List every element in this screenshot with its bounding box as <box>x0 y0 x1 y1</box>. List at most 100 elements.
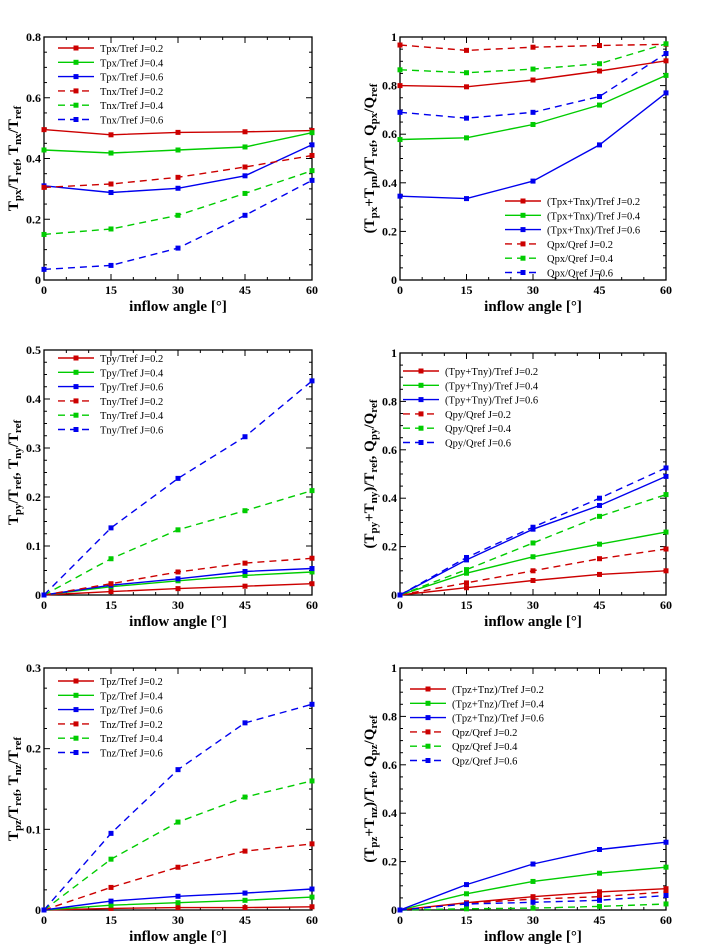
data-point-4 <box>309 152 315 158</box>
y-tick-label: 0.4 <box>382 176 397 190</box>
legend-swatch-marker <box>73 750 79 755</box>
data-point-5 <box>663 492 669 498</box>
data-point-5 <box>41 231 47 237</box>
data-point-2 <box>309 569 315 575</box>
y-tick-label: 0.4 <box>382 491 397 505</box>
data-point-4 <box>663 546 669 552</box>
data-point-1 <box>663 568 669 574</box>
x-tick-label: 0 <box>41 913 47 927</box>
data-point-6 <box>663 465 669 471</box>
data-point-4 <box>530 568 536 574</box>
data-point-2 <box>309 894 315 900</box>
data-point-5 <box>108 856 114 862</box>
data-point-4 <box>597 556 602 562</box>
data-point-1 <box>242 905 248 911</box>
data-point-4 <box>663 889 669 895</box>
legend-swatch-marker <box>418 425 424 431</box>
data-point-6 <box>175 767 181 773</box>
data-point-6 <box>242 434 248 440</box>
data-point-5 <box>175 212 181 218</box>
y-axis-label: Tpy/Tref, Tny/Tref <box>6 419 24 525</box>
data-point-2 <box>663 864 669 870</box>
data-point-1 <box>175 586 181 592</box>
x-tick-label: 60 <box>660 913 672 927</box>
data-point-1 <box>464 585 469 591</box>
data-point-2 <box>530 121 536 127</box>
data-point-2 <box>530 878 536 884</box>
legend-swatch-marker <box>425 700 431 706</box>
legend-entry: (Tpx+Tnx)/Tref J=0.2 <box>547 197 640 208</box>
legend-swatch-marker <box>73 412 79 418</box>
data-point-2 <box>464 135 469 141</box>
x-tick-label: 30 <box>527 283 539 297</box>
legend-swatch-marker <box>73 678 79 684</box>
data-point-5 <box>242 794 248 800</box>
x-tick-label: 15 <box>105 283 117 297</box>
x-tick-label: 0 <box>397 283 403 297</box>
legend-entry: Tnz/Tref J=0.6 <box>100 749 163 760</box>
data-point-6 <box>175 245 181 251</box>
data-point-1 <box>663 886 669 892</box>
y-tick-label: 0.8 <box>382 79 397 93</box>
x-axis-label: inflow angle [°] <box>484 929 582 945</box>
data-point-1 <box>175 129 181 135</box>
data-point-6 <box>597 495 602 501</box>
data-point-5 <box>530 905 536 911</box>
y-axis-label: Tpx/Tref, Tnx/Tref <box>6 105 24 211</box>
legend-swatch-marker <box>418 382 424 388</box>
legend-swatch-marker <box>73 721 79 727</box>
y-tick-label: 0.6 <box>382 758 397 772</box>
chart-4: 0 15 30 45 60 0 0.2 0.4 0.6 0.8 1 inflow angle [°] (… <box>362 346 672 630</box>
data-point-1 <box>597 68 602 74</box>
legend-entry: Tnx/Tref J=0.6 <box>100 116 163 127</box>
data-point-2 <box>175 900 181 906</box>
legend-entry: Tpz/Tref J=0.6 <box>100 706 163 717</box>
chart-5: 0 15 30 45 60 0 0.1 0.2 0.3 inflow angle [°] Tpz/T… <box>6 661 318 945</box>
data-point-6 <box>41 266 47 272</box>
legend-swatch-marker <box>418 411 424 417</box>
data-point-1 <box>464 84 469 90</box>
y-tick-label: 0.2 <box>382 855 397 869</box>
legend-entry: (Tpx+Tnx)/Tref J=0.6 <box>547 226 640 237</box>
legend-swatch-marker <box>418 440 424 445</box>
legend-swatch-marker <box>73 74 79 80</box>
y-tick-label: 0.8 <box>382 709 397 723</box>
data-point-1 <box>242 583 248 589</box>
data-point-6 <box>175 475 181 481</box>
x-tick-label: 45 <box>239 913 251 927</box>
chart-3: 0 15 30 45 60 0 0.1 0.2 0.3 0.4 0.5 inflow angle [°… <box>6 343 318 630</box>
x-axis-label: inflow angle [°] <box>484 614 582 630</box>
legend-swatch-marker <box>425 686 431 692</box>
data-point-3 <box>309 566 315 572</box>
legend: (Tpy+Tny)/Tref J=0.2 (Tpy+Tny)/Tref J=0.4… <box>403 367 539 450</box>
y-tick-label: 0.6 <box>382 127 397 141</box>
legend-entry: Tpy/Tref J=0.2 <box>100 354 163 365</box>
data-point-4 <box>242 164 248 170</box>
data-point-4 <box>309 841 315 847</box>
data-point-2 <box>309 130 315 136</box>
data-point-1 <box>242 129 248 135</box>
data-point-5 <box>597 61 602 67</box>
legend-entry: (Tpz+Tnz)/Tref J=0.2 <box>452 685 544 696</box>
data-point-3 <box>242 173 248 179</box>
y-tick-label: 0 <box>35 273 41 287</box>
chart-1: 0 15 30 45 60 0 0.2 0.4 0.6 0.8 inflow angle [°] Tp… <box>6 30 318 315</box>
legend-entry: Tny/Tref J=0.4 <box>100 411 164 422</box>
x-tick-label: 45 <box>594 598 606 612</box>
legend-entry: Tnz/Tref J=0.2 <box>100 720 163 731</box>
data-point-4 <box>464 47 469 53</box>
y-axis-label: (Tpz+Tnz)/Tref, Qpz/Qref <box>362 715 380 863</box>
data-point-2 <box>663 529 669 535</box>
data-point-6 <box>530 899 536 905</box>
data-point-5 <box>242 190 248 196</box>
y-tick-label: 0.4 <box>26 152 41 166</box>
data-point-5 <box>663 41 669 47</box>
data-point-2 <box>242 572 248 578</box>
x-tick-label: 15 <box>105 913 117 927</box>
legend-swatch-marker <box>73 88 79 94</box>
series-line-6 <box>43 380 313 596</box>
legend-entry: (Tpx+Tnx)/Tref J=0.4 <box>547 211 641 222</box>
legend-swatch-marker <box>73 398 79 404</box>
data-point-5 <box>309 778 315 784</box>
legend: Tpz/Tref J=0.2 Tpz/Tref J=0.4 Tpz/Tref J=0… <box>58 677 163 760</box>
